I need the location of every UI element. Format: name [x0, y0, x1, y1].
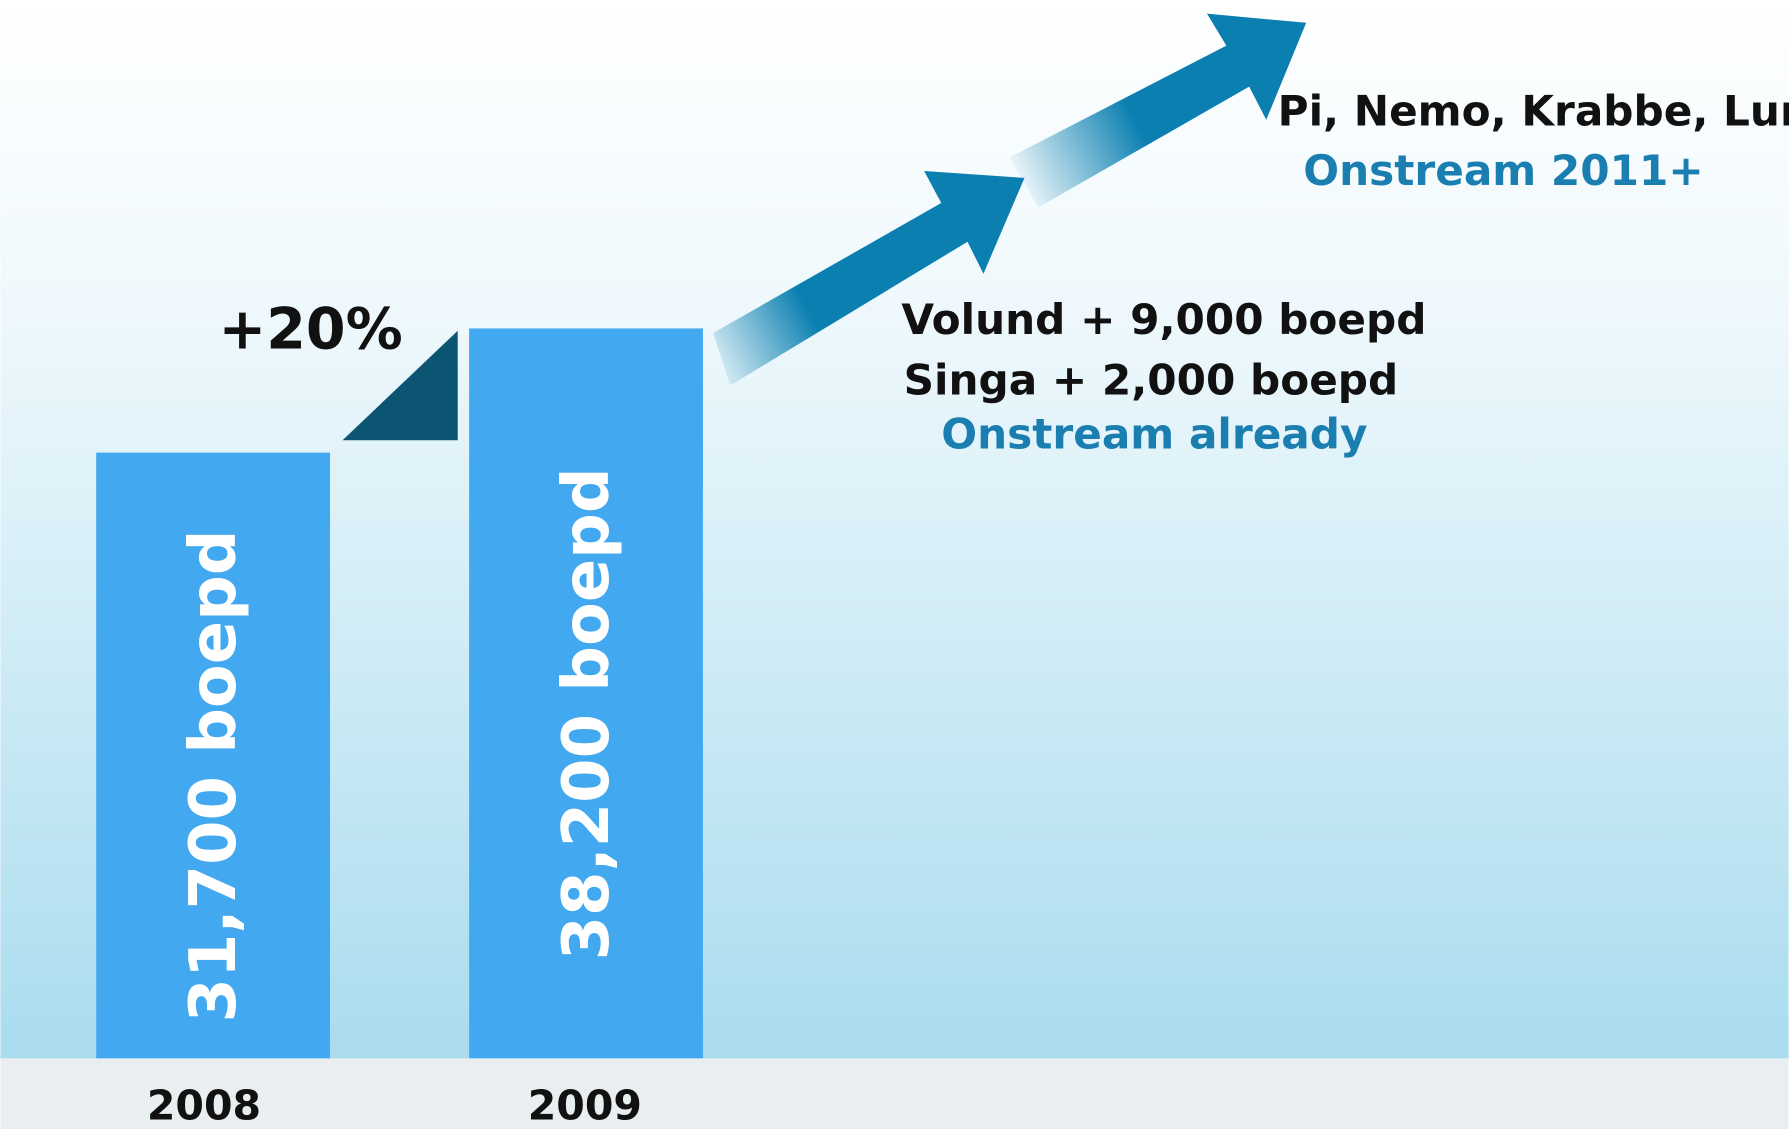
annotation: Volund + 9,000 boepd	[901, 295, 1426, 344]
annotation: Pi, Nemo, Krabbe, Luno	[1278, 87, 1789, 136]
x-tick-label: 2008	[147, 1081, 261, 1129]
floor	[0, 1058, 1789, 1129]
arrow	[713, 171, 1025, 386]
annotation: Singa + 2,000 boepd	[904, 356, 1399, 405]
x-tick-label: 2009	[528, 1081, 642, 1129]
annotation: Onstream 2011+	[1303, 146, 1703, 195]
arrow	[1009, 13, 1307, 208]
bar	[96, 452, 331, 1059]
bar	[469, 328, 703, 1059]
annotation: Onstream already	[941, 409, 1367, 458]
bar-value-label: 31,700 boepd	[177, 529, 251, 1022]
growth-label: +20%	[218, 297, 402, 363]
bar-value-label: 38,200 boepd	[550, 467, 624, 960]
